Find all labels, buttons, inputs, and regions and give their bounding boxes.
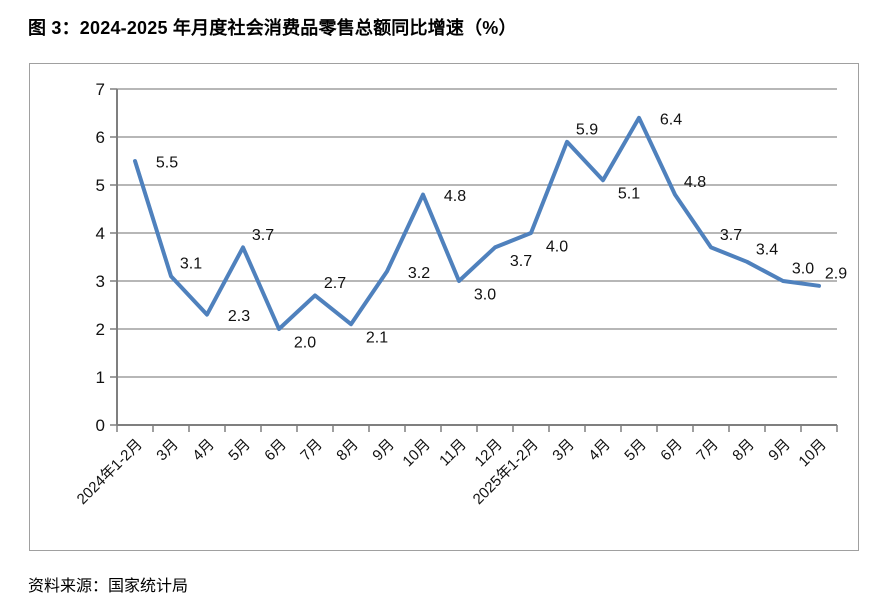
data-label: 4.8 — [684, 174, 706, 191]
data-label: 2.1 — [366, 330, 388, 347]
series-line — [133, 115, 821, 331]
x-tick-label: 9月 — [369, 436, 398, 465]
x-tick-label: 10月 — [399, 436, 433, 470]
x-tick-label: 10月 — [795, 436, 829, 470]
data-label: 2.3 — [228, 308, 250, 325]
y-tick-label: 2 — [96, 320, 105, 339]
source-note: 资料来源：国家统计局 — [28, 578, 189, 595]
x-tick-label: 8月 — [333, 436, 362, 465]
x-tick-label: 3月 — [549, 436, 578, 465]
x-tick-label: 5月 — [225, 436, 254, 465]
x-tick-label: 7月 — [297, 436, 326, 465]
data-label: 3.7 — [510, 253, 532, 270]
figure-title: 图 3：2024-2025 年月度社会消费品零售总额同比增速（%） — [28, 18, 517, 38]
y-tick-label: 1 — [96, 368, 105, 387]
data-label: 5.5 — [156, 155, 178, 172]
data-label: 5.1 — [618, 186, 640, 203]
data-label: 5.9 — [576, 121, 598, 138]
x-tick-label: 9月 — [765, 436, 794, 465]
x-tick-label: 6月 — [657, 436, 686, 465]
data-label: 3.7 — [252, 227, 274, 244]
y-tick-label: 7 — [96, 80, 105, 99]
x-tick-label: 8月 — [729, 436, 758, 465]
chart-frame: 0 1 2 3 4 5 6 7 2024年1-2月 3月 4月 5月 6月 7月 8月 9月 10月 11月 12月… — [29, 63, 859, 551]
y-tick-label: 3 — [96, 272, 105, 291]
x-tick-label: 4月 — [189, 436, 218, 465]
y-tick-label: 4 — [96, 224, 105, 243]
data-label: 3.7 — [720, 227, 742, 244]
data-label: 4.0 — [546, 239, 568, 256]
data-label: 3.0 — [474, 287, 496, 304]
data-label: 4.8 — [444, 188, 466, 205]
x-tick-label: 2024年1-2月 — [74, 436, 146, 508]
data-label: 2.7 — [324, 275, 346, 292]
data-label: 2.0 — [294, 335, 316, 352]
x-tick-label: 3月 — [153, 436, 182, 465]
x-tick-label: 11月 — [436, 436, 470, 470]
data-label: 3.0 — [792, 261, 814, 278]
data-label: 2.9 — [825, 265, 847, 282]
x-tick-label: 2025年1-2月 — [470, 436, 542, 508]
x-tick-label: 4月 — [585, 436, 614, 465]
x-tick-label: 7月 — [693, 436, 722, 465]
x-tick-label: 6月 — [261, 436, 290, 465]
y-tick-label: 5 — [96, 176, 105, 195]
data-label: 3.2 — [408, 265, 430, 282]
x-tick-label: 5月 — [621, 436, 650, 465]
y-tick-label: 6 — [96, 128, 105, 147]
y-tick-label: 0 — [96, 416, 105, 435]
data-label: 3.1 — [180, 256, 202, 273]
data-label: 6.4 — [660, 111, 682, 128]
data-label: 3.4 — [756, 241, 778, 258]
